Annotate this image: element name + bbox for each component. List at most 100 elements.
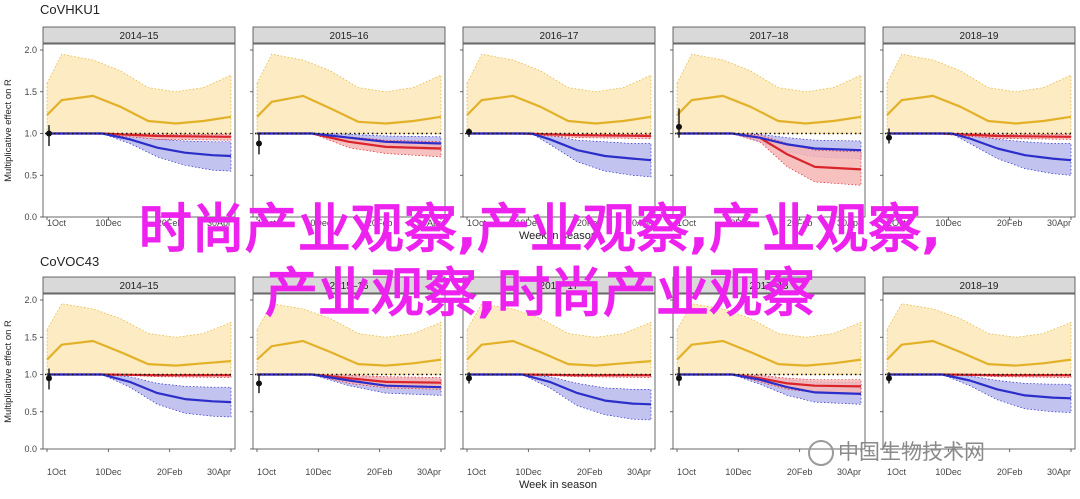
panel-0: 2014–15 1Oct 10Dec 20Feb 30Apr xyxy=(40,26,236,228)
y-tick-label: 1.5 xyxy=(24,87,37,97)
chart-title: CoVHKU1 xyxy=(40,2,100,17)
chart-title: CoVOC43 xyxy=(40,254,99,269)
start-point xyxy=(466,375,472,382)
start-point xyxy=(886,134,892,141)
x-tick-label: 10Dec xyxy=(305,218,332,228)
x-tick-label: 1Oct xyxy=(677,218,697,228)
panel-season-label: 2017–18 xyxy=(750,31,789,42)
x-tick-label: 10Dec xyxy=(725,218,752,228)
yellow-series-line xyxy=(46,339,232,367)
x-tick-label: 10Dec xyxy=(725,467,752,477)
yellow-series-line xyxy=(466,339,652,367)
x-tick-label: 1Oct xyxy=(887,467,907,477)
x-tick-label: 20Feb xyxy=(157,467,183,477)
yellow-series-band xyxy=(46,53,232,134)
panel-strip xyxy=(252,26,446,44)
x-tick-label: 1Oct xyxy=(257,218,277,228)
y-tick-label: 1.0 xyxy=(24,129,37,139)
panel-0: 2014–15 1Oct 10Dec 20Feb 30Apr xyxy=(40,276,236,477)
blue-series-line xyxy=(467,132,652,162)
x-tick-label: 20Feb xyxy=(577,218,603,228)
x-tick-label: 20Feb xyxy=(367,467,393,477)
x-tick-label: 20Feb xyxy=(157,218,183,228)
panel-1: 2015–16 1Oct 10Dec 20Feb 30Apr xyxy=(250,276,446,477)
start-point xyxy=(886,375,892,382)
blue-series-line xyxy=(677,132,862,152)
panel-strip xyxy=(462,276,656,294)
wechat-icon xyxy=(808,440,834,466)
x-tick-label: 30Apr xyxy=(627,467,651,477)
yellow-series-line xyxy=(256,339,442,367)
blue-series-line xyxy=(47,373,232,404)
y-axis-label: Multiplicative effect on R xyxy=(3,320,14,423)
y-tick-label: 2.0 xyxy=(24,295,37,305)
yellow-series-line xyxy=(676,94,862,125)
x-axis-label: Week in season xyxy=(519,230,597,242)
x-tick-label: 1Oct xyxy=(257,467,277,477)
chart-1: CoVOC43 Multiplicative effect on R Week in… xyxy=(3,254,1076,491)
x-tick-label: 10Dec xyxy=(95,218,122,228)
x-tick-label: 30Apr xyxy=(1047,467,1071,477)
x-tick-label: 30Apr xyxy=(837,467,861,477)
panel-4: 2018–19 1Oct 10Dec 20Feb 30Apr xyxy=(880,26,1076,228)
blue-series-line xyxy=(887,132,1072,162)
panel-strip xyxy=(42,276,236,294)
y-tick-label: 0.0 xyxy=(24,444,37,454)
x-tick-label: 10Dec xyxy=(935,467,962,477)
x-tick-label: 10Dec xyxy=(935,218,962,228)
x-tick-label: 20Feb xyxy=(997,218,1023,228)
x-tick-label: 30Apr xyxy=(837,218,861,228)
x-tick-label: 20Feb xyxy=(997,467,1023,477)
y-axis-label: Multiplicative effect on R xyxy=(3,79,14,182)
panel-2: 2016–17 1Oct 10Dec 20Feb 30Apr xyxy=(460,26,656,228)
panel-4: 2018–19 1Oct 10Dec 20Feb 30Apr xyxy=(880,276,1076,477)
x-tick-label: 20Feb xyxy=(367,218,393,228)
panel-season-label: 2015–16 xyxy=(330,281,369,292)
start-point xyxy=(256,140,262,147)
start-point xyxy=(676,375,682,382)
yellow-series-line xyxy=(886,339,1072,367)
x-tick-label: 1Oct xyxy=(887,218,907,228)
x-tick-label: 30Apr xyxy=(417,467,441,477)
panel-3: 2017–18 1Oct 10Dec 20Feb 30Apr xyxy=(670,276,866,477)
panel-3: 2017–18 1Oct 10Dec 20Feb 30Apr xyxy=(670,26,866,228)
yellow-series-line xyxy=(886,94,1072,125)
x-tick-label: 30Apr xyxy=(207,467,231,477)
panel-season-label: 2014–15 xyxy=(120,281,159,292)
y-tick-label: 1.0 xyxy=(24,370,37,380)
x-tick-label: 10Dec xyxy=(305,467,332,477)
red-series-band xyxy=(677,374,862,394)
panel-season-label: 2014–15 xyxy=(120,31,159,42)
panel-strip xyxy=(672,276,866,294)
yellow-series-line xyxy=(46,94,232,125)
x-axis-label: Week in season xyxy=(519,479,597,491)
panel-season-label: 2017–18 xyxy=(750,281,789,292)
blue-series-line xyxy=(887,373,1072,400)
x-tick-label: 10Dec xyxy=(95,467,122,477)
blue-series-band xyxy=(887,374,1072,413)
x-tick-label: 20Feb xyxy=(577,467,603,477)
panel-strip xyxy=(42,26,236,44)
y-tick-label: 0.5 xyxy=(24,170,37,180)
chart-0: CoVHKU1 Multiplicative effect on R Week in… xyxy=(3,2,1076,242)
yellow-series-line xyxy=(466,94,652,125)
panel-strip xyxy=(462,26,656,44)
x-tick-label: 10Dec xyxy=(515,467,542,477)
panel-1: 2015–16 1Oct 10Dec 20Feb 30Apr xyxy=(250,26,446,228)
panel-2: 2016–17 1Oct 10Dec 20Feb 30Apr xyxy=(460,276,656,477)
x-tick-label: 1Oct xyxy=(677,467,697,477)
x-tick-label: 30Apr xyxy=(1047,218,1071,228)
y-tick-label: 1.5 xyxy=(24,332,37,342)
watermark: 中国生物技术网 xyxy=(808,436,985,466)
x-tick-label: 1Oct xyxy=(47,467,67,477)
blue-series-line xyxy=(257,132,442,145)
red-series-band xyxy=(677,133,862,186)
x-tick-label: 30Apr xyxy=(627,218,651,228)
panel-season-label: 2018–19 xyxy=(960,281,999,292)
x-tick-label: 30Apr xyxy=(417,218,441,228)
panel-strip xyxy=(882,276,1076,294)
panel-strip xyxy=(252,276,446,294)
panel-strip xyxy=(882,26,1076,44)
yellow-series-line xyxy=(676,339,862,367)
